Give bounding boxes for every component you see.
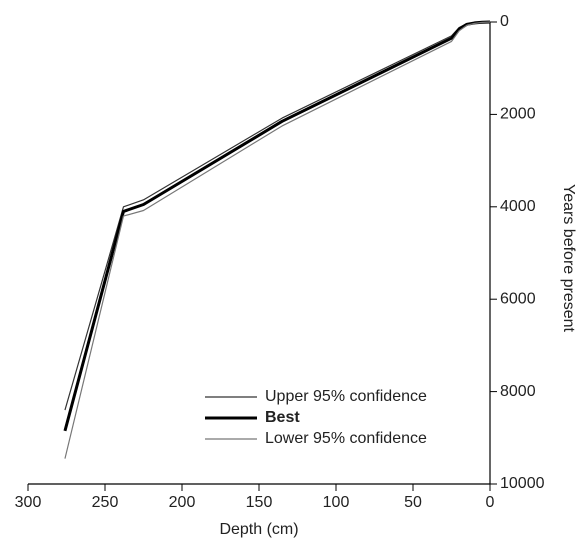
y-tick-label: 6000 — [500, 290, 536, 307]
x-tick-label: 150 — [246, 494, 273, 511]
x-tick-label: 250 — [92, 494, 119, 511]
x-axis-label: Depth (cm) — [219, 521, 298, 538]
legend-label: Upper 95% confidence — [265, 388, 427, 405]
y-axis-label: Years before present — [560, 184, 577, 333]
series-line — [64, 21, 491, 411]
x-tick-label: 100 — [323, 494, 350, 511]
x-tick-label: 200 — [169, 494, 196, 511]
x-tick-label: 300 — [15, 494, 42, 511]
y-tick-label: 2000 — [500, 106, 536, 123]
y-tick-label: 4000 — [500, 198, 536, 215]
series-line — [63, 20, 491, 432]
series-line — [64, 21, 491, 459]
legend-label: Lower 95% confidence — [265, 430, 427, 447]
y-tick-label: 0 — [500, 13, 509, 30]
legend-label: Best — [265, 409, 300, 426]
y-tick-label: 10000 — [500, 475, 545, 492]
y-tick-label: 8000 — [500, 383, 536, 400]
x-tick-label: 50 — [404, 494, 422, 511]
x-tick-label: 0 — [486, 494, 495, 511]
